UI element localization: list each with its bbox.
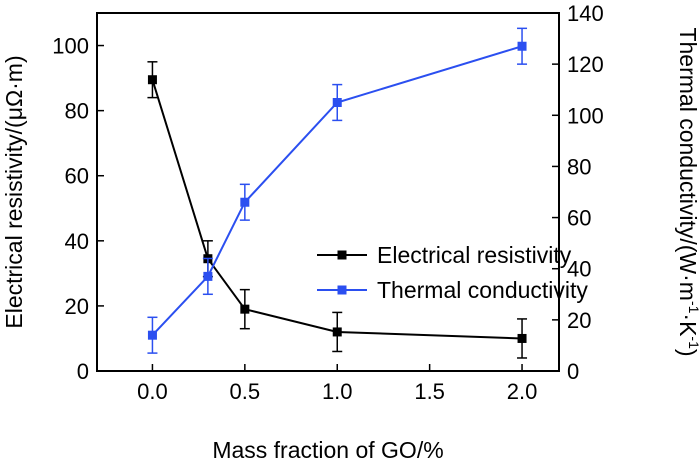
right-y-axis-title: Thermal conductivity/(W·m-1·K-1) xyxy=(675,27,700,356)
left-y-tick-label: 0 xyxy=(77,359,89,384)
right-y-axis-title-prefix: Thermal conductivity/(W·m xyxy=(675,27,700,300)
x-axis-ticks: 0.0 0.5 1.0 1.5 2.0 xyxy=(137,364,537,404)
right-y-tick-label: 120 xyxy=(567,52,604,77)
legend-swatch-marker xyxy=(337,285,347,295)
series-2 xyxy=(147,27,528,354)
data-point xyxy=(517,41,527,51)
data-point xyxy=(332,327,342,337)
left-y-tick-label: 20 xyxy=(65,294,89,319)
left-y-tick-label: 60 xyxy=(65,164,89,189)
left-y-tick-label: 80 xyxy=(65,99,89,124)
left-y-axis-title: Electrical resistivity/(μΩ·m) xyxy=(1,55,27,328)
data-point xyxy=(147,75,157,85)
right-y-axis-title-mid: ·K xyxy=(675,313,700,337)
right-y-tick-label: 80 xyxy=(567,154,591,179)
right-y-axis-ticks: 0 20 40 60 80 100 120 140 xyxy=(552,1,604,384)
x-tick-label: 0.5 xyxy=(230,379,261,404)
right-y-tick-label: 20 xyxy=(567,308,591,333)
x-tick-label: 1.0 xyxy=(322,379,353,404)
series-layer xyxy=(147,27,528,359)
right-y-tick-label: 60 xyxy=(567,206,591,231)
x-tick-label: 0.0 xyxy=(137,379,168,404)
legend-item: Thermal conductivity xyxy=(317,277,588,303)
left-y-axis-ticks: 0 20 40 60 80 100 xyxy=(52,34,104,384)
right-y-tick-label: 40 xyxy=(567,257,591,282)
right-y-tick-label: 140 xyxy=(567,1,604,26)
left-y-tick-label: 40 xyxy=(65,229,89,254)
legend-label: Thermal conductivity xyxy=(377,277,588,303)
data-point xyxy=(203,271,213,281)
right-y-axis-title-exp1: -1 xyxy=(686,301,700,314)
right-y-tick-label: 100 xyxy=(567,103,604,128)
x-axis-title: Mass fraction of GO/% xyxy=(212,437,443,463)
x-tick-label: 2.0 xyxy=(507,379,538,404)
data-point xyxy=(147,330,157,340)
legend-swatch-marker xyxy=(337,250,347,260)
right-y-axis-title-suffix: ) xyxy=(675,349,700,357)
plot-frame xyxy=(96,12,560,372)
legend-label: Electrical resistivity xyxy=(377,242,572,268)
data-point xyxy=(332,98,342,107)
data-point xyxy=(240,197,250,207)
x-tick-label: 1.5 xyxy=(414,379,445,404)
data-point xyxy=(517,333,527,343)
legend: Electrical resistivity Thermal conductivi… xyxy=(317,242,588,303)
data-point xyxy=(240,304,250,314)
right-y-tick-label: 0 xyxy=(567,359,579,384)
left-y-tick-label: 100 xyxy=(52,34,89,59)
legend-item: Electrical resistivity xyxy=(317,242,572,268)
right-y-axis-title-exp2: -1 xyxy=(686,336,700,349)
